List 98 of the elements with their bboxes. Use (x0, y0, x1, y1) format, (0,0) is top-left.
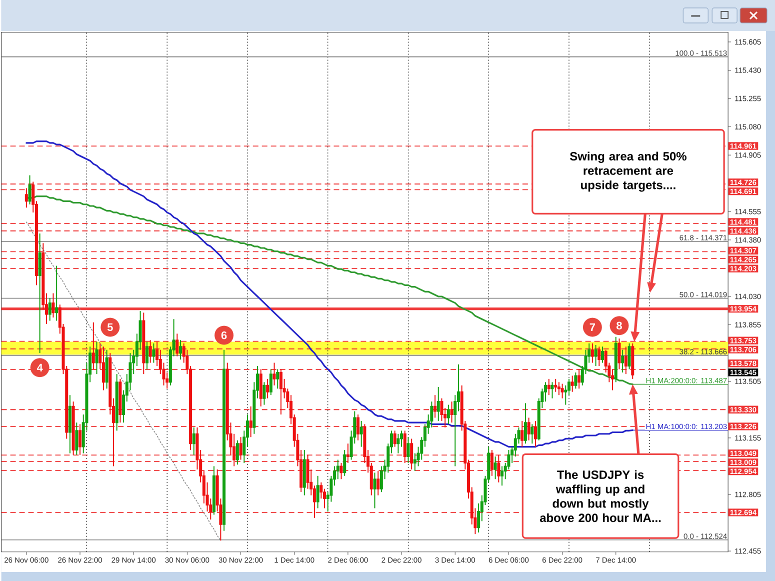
candlestick (78, 424, 82, 456)
candlestick (590, 342, 594, 364)
candlestick (102, 346, 105, 391)
candlestick (24, 188, 28, 208)
candlestick (604, 349, 608, 373)
candlestick (340, 462, 343, 480)
candlestick (490, 450, 494, 476)
candlestick (373, 472, 376, 509)
candlestick (105, 349, 108, 390)
candlestick (262, 382, 266, 406)
candlestick (410, 438, 414, 470)
candlestick (28, 174, 32, 205)
candlestick (209, 498, 212, 520)
candlestick (68, 394, 72, 454)
candlestick (192, 426, 196, 456)
candlestick (594, 344, 598, 366)
candlestick (152, 342, 156, 364)
candlestick (403, 430, 406, 464)
annotation: 8 (616, 322, 622, 330)
candlestick (544, 382, 548, 402)
candlestick (323, 488, 326, 509)
candlestick (118, 378, 122, 424)
candlestick (611, 368, 614, 391)
candlestick (363, 424, 366, 464)
candlestick (507, 450, 510, 470)
candlestick (430, 401, 434, 428)
candlestick (547, 378, 550, 396)
candlestick (514, 433, 517, 458)
candlestick (450, 401, 454, 424)
candlestick (456, 364, 460, 412)
candlestick (570, 375, 574, 392)
candlestick (567, 378, 570, 396)
candlestick (259, 368, 262, 407)
candlestick (400, 430, 404, 448)
candlestick (446, 404, 450, 425)
annotation: The USDJPY is waffling up and down but mostly above 200 hour MA... (540, 470, 661, 522)
annotation: Swing area and 50% retracement are upside targets.... (570, 152, 686, 192)
candlestick (527, 417, 530, 441)
candlestick (497, 454, 500, 483)
candlestick (436, 386, 440, 422)
candlestick (413, 452, 416, 472)
candlestick (148, 340, 152, 364)
candlestick (434, 394, 437, 418)
candlestick (578, 368, 581, 390)
candlestick (554, 378, 558, 392)
annotation: 4 (36, 364, 43, 372)
annotation: 6 (221, 331, 227, 340)
candlestick (178, 340, 182, 360)
candlestick (166, 372, 169, 390)
candlestick (336, 459, 340, 480)
candlestick (320, 482, 323, 500)
candlestick (272, 362, 276, 386)
annotation: 5 (107, 323, 113, 332)
candlestick (55, 265, 58, 322)
candlestick (500, 466, 504, 486)
candlestick (406, 436, 410, 464)
candlestick (142, 312, 146, 375)
candlestick (249, 406, 252, 438)
candlestick (306, 454, 310, 490)
candlestick (302, 450, 306, 496)
candlestick (393, 430, 396, 448)
candlestick (75, 422, 78, 456)
candlestick (621, 349, 624, 373)
candlestick (477, 502, 480, 533)
candlestick (266, 378, 270, 399)
candlestick (232, 433, 236, 467)
candlestick (598, 346, 601, 366)
candlestick (276, 368, 280, 390)
candlestick (534, 420, 538, 448)
candlestick (396, 433, 400, 454)
candlestick (279, 368, 282, 415)
candlestick (52, 292, 55, 318)
candlestick (454, 394, 457, 467)
candlestick (530, 424, 534, 444)
candlestick (557, 382, 560, 396)
candlestick (564, 384, 568, 406)
candlestick (376, 470, 380, 496)
candlestick (600, 346, 604, 364)
candlestick (222, 349, 226, 532)
candlestick (360, 420, 363, 448)
annotation: 7 (590, 323, 596, 331)
candlestick (95, 341, 98, 375)
candlestick (72, 401, 75, 456)
candlestick (624, 346, 628, 375)
candlestick (343, 450, 346, 476)
candlestick (162, 362, 166, 386)
candlestick (312, 485, 316, 518)
candlestick (38, 232, 42, 354)
candlestick (356, 414, 360, 441)
candlestick (236, 440, 239, 466)
candlestick (156, 341, 159, 366)
candlestick (115, 374, 118, 432)
candlestick (520, 420, 524, 448)
candlestick (560, 383, 564, 399)
candlestick (440, 398, 444, 422)
candlestick (494, 456, 497, 480)
candlestick (346, 443, 350, 464)
candlestick (176, 333, 179, 357)
